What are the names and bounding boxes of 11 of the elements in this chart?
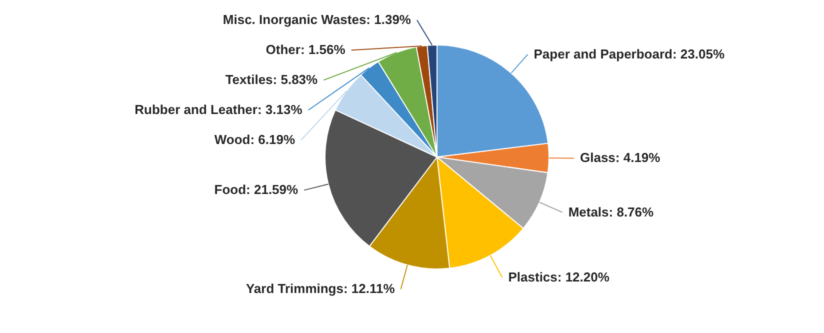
slice-label: Misc. Inorganic Wastes: 1.39% [222,12,412,28]
slice-label: Metals: 8.76% [568,204,654,220]
slice-label: Food: 21.59% [214,182,299,198]
slice-label: Plastics: 12.20% [508,269,610,284]
slice-label: Glass: 4.19% [580,150,661,166]
slice-label: Textiles: 5.83% [225,72,318,88]
slice-label: Paper and Paperboard: 23.05% [534,46,725,62]
slice-label: Wood: 6.19% [214,132,296,148]
slice-label: Rubber and Leather: 3.13% [134,102,303,118]
slice-label: Yard Trimmings: 12.11% [246,281,396,296]
slice-label: Other: 1.56% [266,42,346,58]
